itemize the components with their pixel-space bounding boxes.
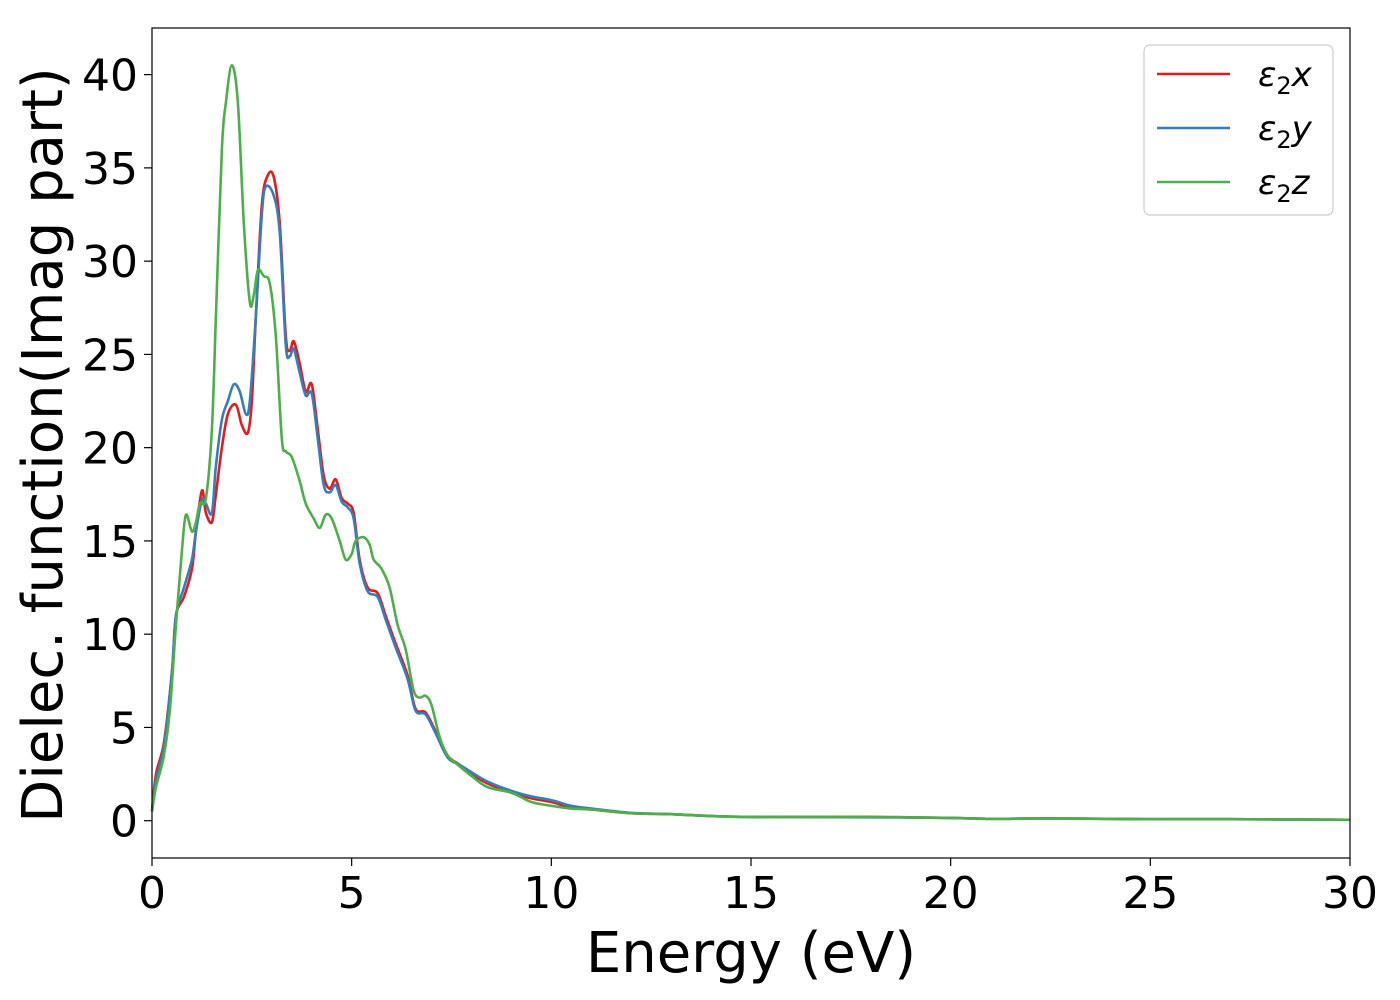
series-line-z: [150, 64, 1351, 822]
legend-label-x: ε2x: [1258, 55, 1313, 100]
legend-label-z: ε2z: [1258, 163, 1311, 208]
y-axis-ticks: 0 5 10 15 20 25 30 35 40: [82, 51, 152, 848]
y-tick-label: 25: [82, 330, 138, 381]
x-tick-label: 15: [723, 868, 779, 919]
y-tick-label: 0: [110, 797, 138, 848]
y-tick-label: 20: [82, 424, 138, 475]
legend-box: [1143, 44, 1334, 216]
y-axis-label: Dielec. function(Imag part): [11, 67, 76, 823]
x-tick-label: 25: [1122, 868, 1178, 919]
x-tick-label: 5: [338, 868, 366, 919]
x-tick-label: 20: [923, 868, 979, 919]
y-tick-label: 5: [110, 703, 138, 754]
y-tick-label: 40: [82, 51, 138, 102]
x-tick-label: 10: [523, 868, 579, 919]
x-tick-label: 0: [138, 868, 166, 919]
x-tick-label: 30: [1322, 868, 1378, 919]
x-axis-ticks: 0 5 10 15 20 25 30: [138, 858, 1378, 919]
y-tick-label: 35: [82, 144, 138, 195]
legend-label-y: ε2y: [1258, 109, 1313, 154]
y-tick-label: 30: [82, 237, 138, 288]
y-tick-label: 10: [82, 610, 138, 661]
x-axis-label: Energy (eV): [586, 921, 916, 986]
legend: ε2x ε2y ε2z: [1143, 44, 1334, 216]
y-tick-label: 15: [82, 517, 138, 568]
series-layer: [150, 64, 1351, 822]
